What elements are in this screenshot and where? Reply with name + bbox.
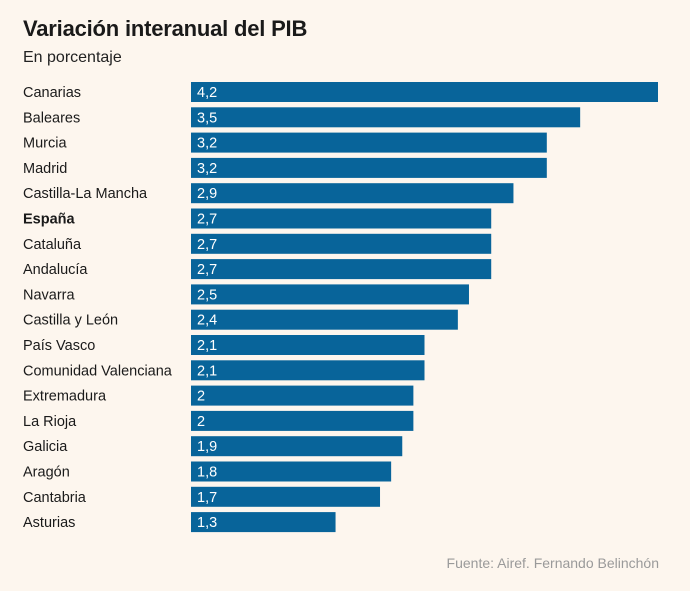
bar-navarra: [191, 284, 469, 305]
bar-galicia: [191, 436, 403, 457]
category-label-pais-vasco: País Vasco: [23, 338, 95, 354]
value-label-cataluna: 2,7: [197, 237, 217, 253]
category-label-extremadura: Extremadura: [23, 389, 107, 405]
bar-baleares: [191, 107, 581, 128]
category-label-baleares: Baleares: [23, 110, 80, 126]
value-label-comunidad-valenciana: 2,1: [197, 363, 217, 379]
chart-title: Variación interanual del PIB: [23, 16, 308, 41]
value-label-galicia: 1,9: [197, 439, 217, 455]
category-label-aragon: Aragón: [23, 465, 70, 481]
category-label-andalucia: Andalucía: [23, 262, 88, 278]
value-label-baleares: 3,5: [197, 110, 217, 126]
category-label-navarra: Navarra: [23, 287, 76, 303]
category-label-castilla-la-mancha: Castilla-La Mancha: [23, 186, 148, 202]
value-label-castilla-y-leon: 2,4: [197, 313, 217, 329]
category-label-comunidad-valenciana: Comunidad Valenciana: [23, 363, 173, 379]
chart-subtitle: En porcentaje: [23, 49, 122, 66]
value-label-espana: 2,7: [197, 212, 217, 228]
value-label-murcia: 3,2: [197, 136, 217, 152]
category-label-castilla-y-leon: Castilla y León: [23, 313, 118, 329]
value-label-extremadura: 2: [197, 389, 205, 405]
value-label-la-rioja: 2: [197, 414, 205, 430]
value-label-madrid: 3,2: [197, 161, 217, 177]
bar-canarias: [191, 82, 658, 102]
source-note: Fuente: Airef. Fernando Belinchón: [446, 555, 659, 571]
value-label-castilla-la-mancha: 2,9: [197, 186, 217, 202]
category-label-espana: España: [23, 212, 76, 228]
bar-cataluna: [191, 233, 492, 254]
bar-cantabria: [191, 486, 381, 507]
value-label-asturias: 1,3: [197, 515, 217, 531]
value-label-andalucia: 2,7: [197, 262, 217, 278]
bar-madrid: [191, 157, 547, 178]
category-label-asturias: Asturias: [23, 515, 75, 531]
category-label-murcia: Murcia: [23, 136, 67, 152]
bar-comunidad-valenciana: [191, 360, 425, 381]
category-label-cataluna: Cataluña: [23, 237, 82, 253]
category-label-cantabria: Cantabria: [23, 490, 87, 506]
bar-espana: [191, 208, 492, 229]
bar-asturias: [191, 512, 336, 533]
bar-pais-vasco: [191, 335, 425, 355]
category-label-la-rioja: La Rioja: [23, 414, 77, 430]
category-label-canarias: Canarias: [23, 85, 81, 101]
value-label-cantabria: 1,7: [197, 490, 217, 506]
bar-andalucia: [191, 259, 492, 280]
value-label-aragon: 1,8: [197, 465, 217, 481]
bar-castilla-y-leon: [191, 309, 458, 330]
category-label-madrid: Madrid: [23, 161, 67, 177]
value-label-navarra: 2,5: [197, 287, 217, 303]
bar-castilla-la-mancha: [191, 183, 514, 204]
value-label-pais-vasco: 2,1: [197, 338, 217, 354]
bar-murcia: [191, 132, 547, 153]
category-label-galicia: Galicia: [23, 439, 68, 455]
bar-aragon: [191, 461, 392, 482]
bar-la-rioja: [191, 410, 414, 431]
value-label-canarias: 4,2: [197, 85, 217, 101]
bar-extremadura: [191, 385, 414, 406]
